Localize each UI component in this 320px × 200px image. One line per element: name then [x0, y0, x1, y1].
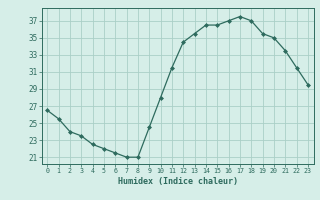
X-axis label: Humidex (Indice chaleur): Humidex (Indice chaleur)	[118, 177, 237, 186]
